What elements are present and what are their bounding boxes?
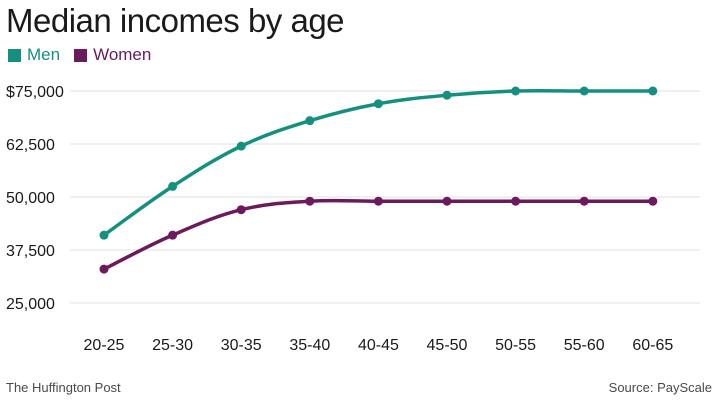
x-tick-label: 25-30 xyxy=(152,337,193,354)
legend-item-women: Women xyxy=(74,45,151,65)
x-tick-label: 60-65 xyxy=(632,337,673,354)
x-tick-label: 45-50 xyxy=(427,337,468,354)
y-tick-label: 25,000 xyxy=(6,296,55,313)
x-tick-label: 35-40 xyxy=(289,337,330,354)
y-tick-label: 37,500 xyxy=(6,243,55,260)
x-tick-label: 20-25 xyxy=(84,337,125,354)
data-point-men xyxy=(236,141,246,151)
series-line-women xyxy=(103,198,653,271)
data-point-women xyxy=(168,230,178,240)
chart-legend: Men Women xyxy=(8,45,165,65)
y-tick-label: 50,000 xyxy=(6,190,55,207)
footer-source: Source: PayScale xyxy=(608,380,712,395)
data-point-women xyxy=(648,196,658,206)
data-point-men xyxy=(442,90,452,100)
x-tick-label: 50-55 xyxy=(495,337,536,354)
legend-swatch-men xyxy=(8,48,21,62)
data-point-women xyxy=(373,196,383,206)
data-point-women xyxy=(579,196,589,206)
data-point-women xyxy=(305,196,315,206)
data-point-women xyxy=(511,196,521,206)
data-point-men xyxy=(168,181,178,191)
legend-label-women: Women xyxy=(93,45,152,64)
data-point-men xyxy=(511,86,521,96)
legend-swatch-women xyxy=(74,48,88,62)
x-tick-label: 30-35 xyxy=(221,337,262,354)
x-tick-label: 40-45 xyxy=(358,337,399,354)
data-point-women xyxy=(99,264,109,274)
data-point-men xyxy=(99,230,109,240)
data-point-men xyxy=(579,86,589,96)
series-line-men xyxy=(102,88,653,237)
y-tick-label: 62,500 xyxy=(6,137,55,154)
legend-item-men: Men xyxy=(8,45,60,65)
x-tick-label: 55-60 xyxy=(564,337,605,354)
legend-label-men: Men xyxy=(27,45,61,64)
footer-publisher: The Huffington Post xyxy=(6,380,121,395)
data-point-men xyxy=(373,99,383,109)
chart-title: Median incomes by age xyxy=(6,2,345,39)
data-point-men xyxy=(648,86,658,96)
data-point-women xyxy=(442,196,452,206)
data-point-men xyxy=(305,116,315,126)
data-point-women xyxy=(236,205,246,215)
y-tick-label: $75,000 xyxy=(6,84,64,101)
